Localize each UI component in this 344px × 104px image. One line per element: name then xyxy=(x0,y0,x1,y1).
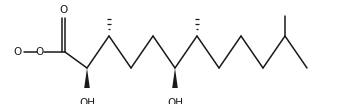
Text: OH: OH xyxy=(167,98,183,104)
Text: O: O xyxy=(60,5,68,15)
Text: O: O xyxy=(36,47,44,57)
Polygon shape xyxy=(84,68,90,88)
Text: O: O xyxy=(14,47,22,57)
Text: OH: OH xyxy=(79,98,95,104)
Polygon shape xyxy=(172,68,178,88)
